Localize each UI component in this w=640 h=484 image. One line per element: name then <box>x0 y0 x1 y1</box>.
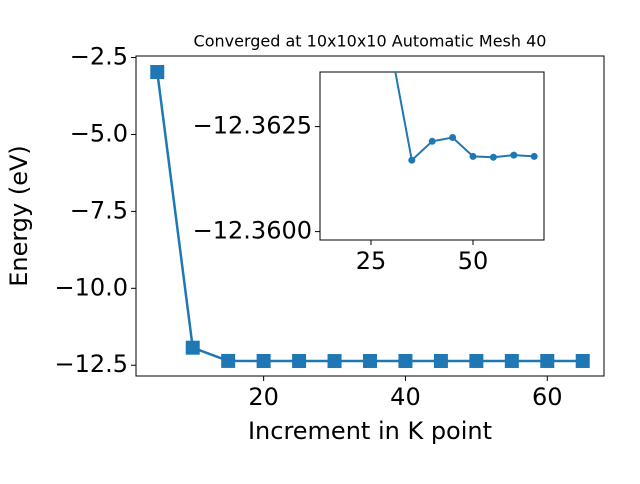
x-axis-label: Increment in K point <box>248 417 492 445</box>
marker <box>428 137 436 145</box>
x-tick-label: 60 <box>532 383 563 411</box>
marker <box>489 153 497 161</box>
marker <box>540 353 555 368</box>
chart-title: Converged at 10x10x10 Automatic Mesh 40 <box>194 32 547 51</box>
x-tick-label: 20 <box>248 383 279 411</box>
marker <box>530 152 538 160</box>
marker <box>256 353 271 368</box>
marker <box>449 134 457 142</box>
y-tick-label: −12.5 <box>54 350 128 378</box>
marker <box>504 353 519 368</box>
y-tick-label: −12.3625 <box>193 112 312 140</box>
marker <box>575 353 590 368</box>
axes-frame <box>319 71 545 241</box>
marker <box>363 353 377 368</box>
y-axis-label: Energy (eV) <box>5 145 33 287</box>
y-tick-label: −7.5 <box>70 196 128 224</box>
marker <box>221 353 236 368</box>
x-tick-label: 25 <box>356 247 387 275</box>
marker <box>150 65 165 79</box>
marker <box>185 340 200 355</box>
y-tick-label: −5.0 <box>70 119 128 147</box>
y-tick-label: −10.0 <box>54 273 128 301</box>
x-tick-label: 50 <box>458 247 489 275</box>
marker <box>433 353 448 368</box>
y-tick-label: −2.5 <box>70 43 128 71</box>
marker <box>510 151 518 159</box>
marker <box>327 354 342 369</box>
marker <box>292 354 307 369</box>
marker <box>398 353 413 368</box>
marker <box>469 152 477 160</box>
y-tick-label: −12.3600 <box>193 217 312 245</box>
marker <box>408 156 416 164</box>
axes-frame <box>135 55 605 377</box>
marker <box>469 353 484 368</box>
x-tick-label: 40 <box>390 383 421 411</box>
